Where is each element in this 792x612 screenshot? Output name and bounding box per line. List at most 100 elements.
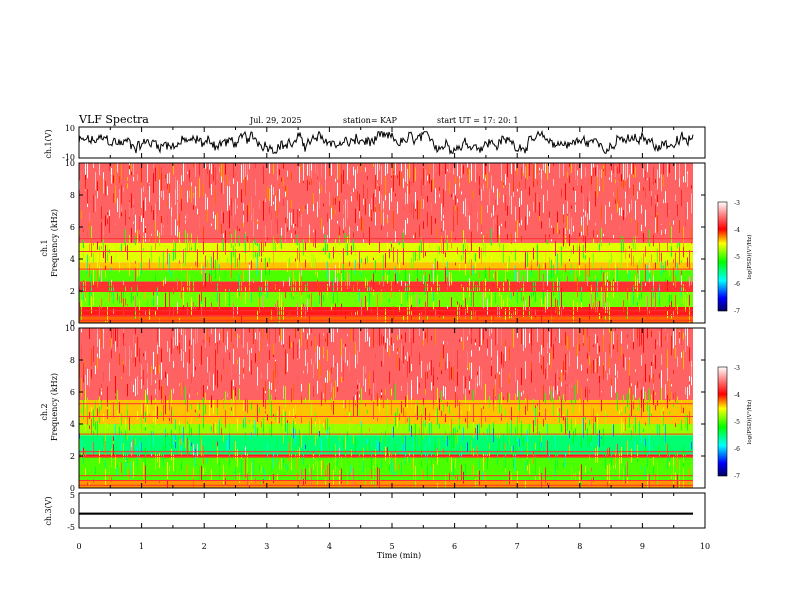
spec-speckle	[177, 311, 178, 314]
spec-speckle	[107, 406, 108, 410]
spec-speckle	[623, 236, 624, 253]
spec-speckle	[691, 292, 692, 296]
spec-speckle	[511, 250, 512, 254]
spec-speckle	[189, 190, 190, 199]
spec-speckle	[239, 235, 240, 247]
spec-speckle	[325, 419, 326, 431]
ch2-spectrogram-image	[79, 328, 705, 488]
spec-speckle	[667, 349, 668, 370]
spec-speckle	[333, 401, 334, 415]
spec-speckle	[289, 433, 290, 448]
spec-speckle	[461, 450, 462, 459]
spec-speckle	[493, 219, 494, 232]
spec-speckle	[323, 247, 324, 252]
spec-speckle	[229, 180, 230, 186]
ch2-spec-xticks	[78, 328, 706, 488]
spec-speckle	[275, 328, 276, 344]
spec-speckle	[525, 178, 526, 190]
spec-speckle	[373, 328, 374, 348]
spec-speckle	[171, 207, 172, 217]
spec-speckle	[189, 241, 190, 253]
spec-speckle	[81, 328, 82, 333]
spec-speckle	[159, 179, 160, 197]
spec-speckle	[193, 195, 194, 199]
spec-speckle	[469, 258, 470, 266]
spec-speckle	[105, 215, 106, 226]
spec-speckle	[203, 266, 204, 286]
spec-speckle	[311, 417, 312, 434]
spec-speckle	[467, 163, 468, 168]
spec-speckle	[665, 384, 666, 399]
spec-speckle	[221, 330, 222, 339]
spec-speckle	[213, 374, 214, 391]
spec-speckle	[631, 248, 632, 266]
spec-speckle	[555, 465, 556, 478]
spec-speckle	[647, 328, 648, 339]
spec-speckle	[689, 481, 690, 486]
spec-speckle	[89, 328, 90, 339]
spec-speckle	[653, 456, 654, 466]
spec-speckle	[231, 407, 232, 411]
spec-speckle	[271, 215, 272, 235]
spec-speckle	[535, 455, 536, 476]
spec-speckle	[643, 168, 644, 178]
spec-speckle	[259, 401, 260, 405]
spec-speckle	[305, 284, 306, 304]
spec-speckle	[537, 180, 538, 186]
spec-speckle	[537, 438, 538, 451]
spec-speckle	[147, 179, 148, 190]
spec-speckle	[535, 442, 536, 450]
spec-speckle	[357, 280, 358, 292]
spec-speckle	[473, 279, 474, 292]
spec-speckle	[101, 298, 102, 309]
spec-speckle	[141, 429, 142, 432]
spec-speckle	[183, 381, 184, 389]
freq-tick-label: 6	[70, 388, 75, 397]
spec-speckle	[289, 312, 290, 318]
spec-speckle	[563, 394, 564, 411]
spec-speckle	[167, 432, 168, 437]
spec-speckle	[323, 295, 324, 302]
spec-speckle	[617, 339, 618, 353]
spec-speckle	[589, 303, 590, 320]
spec-speckle	[393, 175, 394, 192]
spec-speckle	[393, 461, 394, 476]
spec-speckle	[187, 171, 188, 174]
spec-speckle	[509, 188, 510, 206]
spec-speckle	[95, 400, 96, 410]
spec-speckle	[529, 423, 530, 434]
spec-speckle	[449, 450, 450, 465]
spec-speckle	[643, 428, 644, 432]
spec-speckle	[685, 206, 686, 220]
spec-speckle	[567, 215, 568, 231]
spec-speckle	[391, 280, 392, 298]
spec-speckle	[345, 280, 346, 286]
spec-speckle	[439, 246, 440, 254]
spec-speckle	[403, 206, 404, 211]
freq-tick-label: 10	[65, 324, 75, 333]
spec-speckle	[321, 438, 322, 455]
spec-speckle	[83, 374, 84, 379]
xtick-label-6: 6	[452, 542, 457, 551]
spec-speckle	[309, 294, 310, 299]
spec-speckle	[305, 468, 306, 485]
spec-speckle	[437, 274, 438, 294]
spec-speckle	[265, 225, 266, 242]
spec-speckle	[489, 189, 490, 206]
spec-speckle	[641, 257, 642, 265]
spec-speckle	[633, 184, 634, 196]
spec-speckle	[115, 396, 116, 399]
spec-speckle	[117, 445, 118, 453]
spec-speckle	[491, 175, 492, 190]
spec-speckle	[567, 409, 568, 421]
spec-speckle	[101, 328, 102, 347]
spec-speckle	[557, 253, 558, 274]
spec-speckle	[549, 257, 550, 270]
spec-speckle	[687, 291, 688, 294]
spec-speckle	[577, 356, 578, 369]
spec-speckle	[101, 391, 102, 396]
spec-speckle	[557, 211, 558, 231]
spec-speckle	[279, 189, 280, 200]
spec-speckle	[633, 285, 634, 305]
